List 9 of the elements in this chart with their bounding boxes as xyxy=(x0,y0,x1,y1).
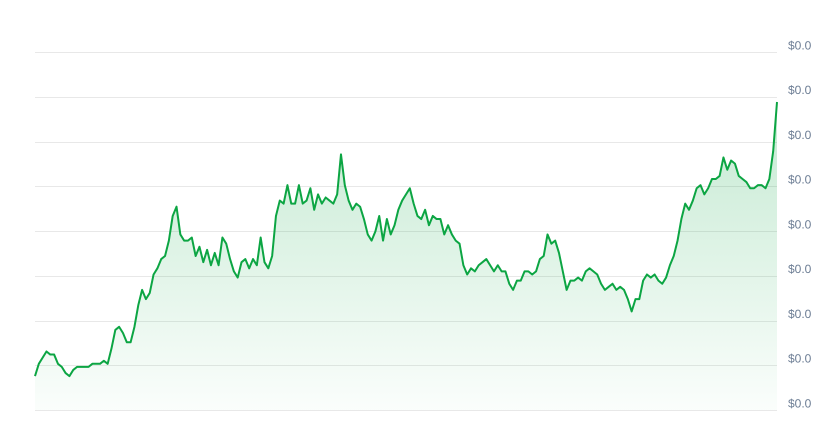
text: $0.0 xyxy=(788,217,812,232)
text: $0.0 xyxy=(788,352,812,366)
text: $0.0 xyxy=(788,38,812,52)
text: $0.0 xyxy=(788,396,812,410)
text: $0.0 xyxy=(788,83,812,98)
text: $0.0 xyxy=(788,262,812,276)
text: $0.0 xyxy=(788,306,812,321)
text: $0.0 xyxy=(788,128,812,142)
text: $0.0 xyxy=(788,172,812,187)
